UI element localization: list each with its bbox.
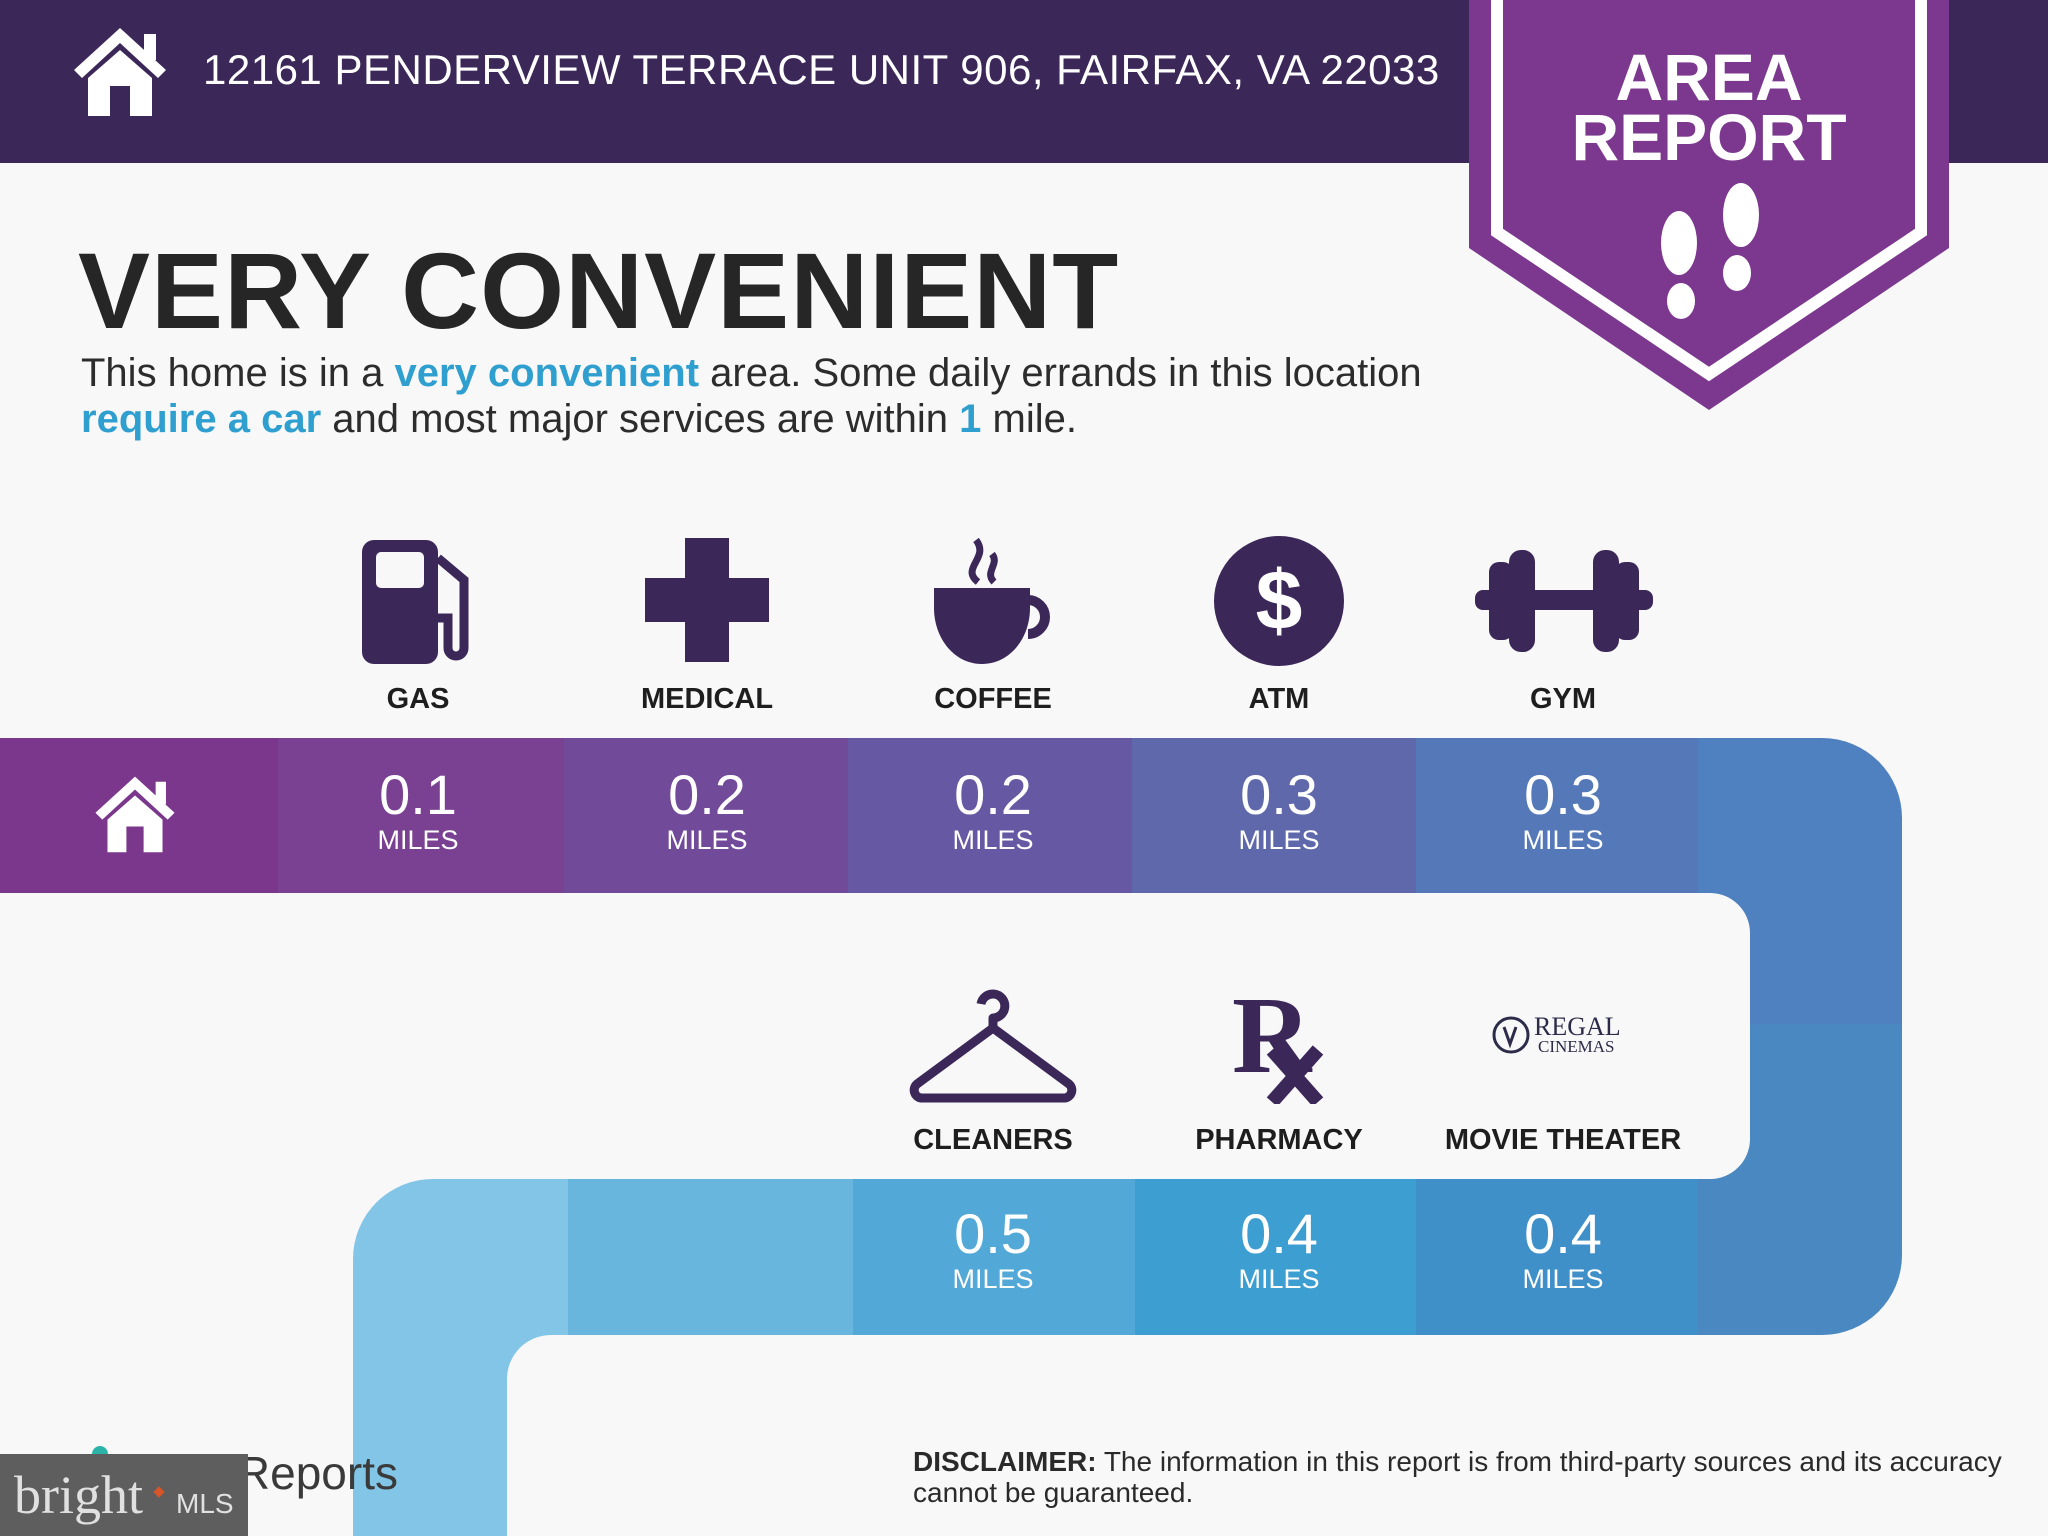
svg-text:$: $ (1256, 553, 1303, 647)
distance-segment (1135, 1179, 1416, 1335)
category-label-pharmacy: PHARMACY (1195, 1124, 1363, 1156)
distance-segment (1416, 738, 1698, 893)
distance-segment (568, 1179, 853, 1335)
category-label-coffee: COFFEE (934, 683, 1052, 715)
dumbbell-icon (1475, 550, 1653, 652)
distance-value: 0.3 (1240, 763, 1318, 826)
distance-cleaners: 0.5 MILES (853, 1202, 1133, 1295)
distance-value: 0.1 (379, 763, 457, 826)
badge-line-1: AREA (1615, 40, 1803, 114)
distance-segment (1416, 1179, 1698, 1335)
medical-cross-icon (645, 538, 769, 662)
distance-unit: MILES (952, 825, 1034, 855)
reports-logo-text: Reports (236, 1447, 398, 1499)
regal-cinemas-logo: REGAL CINEMAS (1492, 1012, 1621, 1056)
category-label-medical: MEDICAL (640, 683, 774, 715)
house-icon (95, 776, 175, 853)
distance-value: 0.3 (1524, 763, 1602, 826)
distance-unit: MILES (1522, 825, 1604, 855)
distance-pharmacy: 0.4 MILES (1139, 1202, 1419, 1295)
category-label-atm: ATM (1248, 683, 1310, 715)
path-inner-cutout (1100, 893, 1750, 1179)
summary-part: area. Some daily errands in this locatio… (699, 351, 1422, 395)
summary-highlight: require a car (81, 397, 322, 441)
summary-part: This home is in a (81, 351, 395, 395)
path-inner-cutout (507, 1335, 2048, 1536)
category-label-cleaners: CLEANERS (913, 1124, 1073, 1156)
distance-unit: MILES (952, 1264, 1034, 1294)
distance-unit: MILES (666, 825, 748, 855)
distance-unit: MILES (1522, 1264, 1604, 1294)
dollar-icon: $ (1214, 536, 1344, 666)
summary-part: mile. (981, 397, 1077, 441)
hanger-icon (909, 989, 1077, 1103)
gas-pump-icon (362, 540, 469, 664)
distance-unit: MILES (1238, 1264, 1320, 1294)
distance-unit: MILES (377, 825, 459, 855)
house-icon (74, 28, 166, 116)
distance-gym: 0.3 MILES (1423, 763, 1703, 856)
distance-segment (278, 738, 564, 893)
star-icon (153, 1486, 165, 1498)
watermark-brand: bright (14, 1465, 143, 1525)
distance-medical: 0.2 MILES (567, 763, 847, 856)
distance-gas: 0.1 MILES (278, 763, 558, 856)
distance-atm: 0.3 MILES (1139, 763, 1419, 856)
rx-icon: R (1232, 980, 1324, 1104)
distance-unit: MILES (1238, 825, 1320, 855)
summary-highlight: 1 (959, 397, 982, 441)
distance-value: 0.4 (1240, 1202, 1318, 1265)
distance-value: 0.4 (1524, 1202, 1602, 1265)
distance-value: 0.2 (954, 763, 1032, 826)
summary-part: and most major services are within (321, 397, 960, 441)
footprints-icon (1661, 183, 1759, 319)
watermark-suffix: MLS (176, 1488, 234, 1519)
svg-text:REGAL: REGAL (1534, 1012, 1621, 1041)
distance-segment (848, 738, 1132, 893)
disclaimer-text: The information in this report is from t… (913, 1446, 2002, 1508)
svg-text:CINEMAS: CINEMAS (1538, 1037, 1615, 1056)
distance-value: 0.5 (954, 1202, 1032, 1265)
property-address: 12161 PENDERVIEW TERRACE UNIT 906, FAIRF… (203, 46, 1440, 93)
category-label-movie-theater: MOVIE THEATER (1444, 1124, 1682, 1156)
summary-text: This home is in a very convenient area. … (81, 350, 1481, 442)
area-report-badge (1469, 0, 1949, 410)
distance-segment (1132, 738, 1416, 893)
distance-segment (853, 1179, 1135, 1335)
summary-highlight: very convenient (394, 351, 700, 395)
disclaimer-label: DISCLAIMER: (913, 1446, 1097, 1477)
category-label-gas: GAS (386, 683, 450, 715)
distance-value: 0.2 (668, 763, 746, 826)
disclaimer: DISCLAIMER: The information in this repo… (913, 1446, 2013, 1508)
distance-segment (564, 738, 848, 893)
category-label-gym: GYM (1529, 683, 1597, 715)
distance-coffee: 0.2 MILES (853, 763, 1133, 856)
page-title: VERY CONVENIENT (78, 230, 1120, 351)
bright-mls-watermark: bright MLS (0, 1454, 248, 1536)
coffee-cup-icon (934, 538, 1050, 664)
badge-line-2: REPORT (1571, 100, 1847, 174)
distance-movie-theater: 0.4 MILES (1423, 1202, 1703, 1295)
